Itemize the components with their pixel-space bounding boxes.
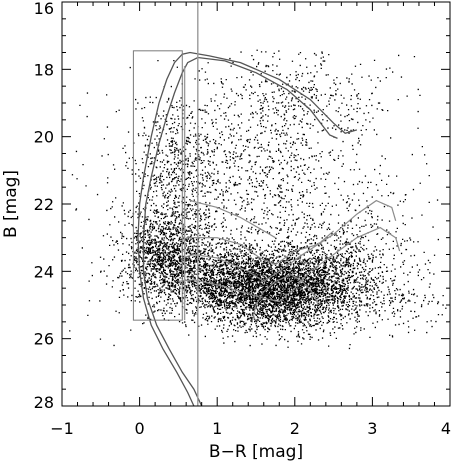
- y-tick-labels: 16 18 20 22 24 26 28: [34, 0, 54, 412]
- y-tick-label: 20: [34, 128, 54, 147]
- isochrone-line-5: [186, 230, 334, 266]
- x-tick-labels: −1 0 1 2 3 4: [50, 419, 451, 438]
- y-tick-label: 22: [34, 195, 54, 214]
- isochrone-line-1: [137, 51, 358, 407]
- isochrone-line-4: [182, 199, 397, 283]
- x-tick-label: −1: [50, 419, 74, 438]
- axis-ticks: [61, 1, 451, 407]
- isochrone-line-2: [142, 56, 338, 407]
- isochrone-line-7: [189, 200, 276, 239]
- selection-boxes: [132, 2, 199, 406]
- x-tick-label: 0: [135, 419, 145, 438]
- point-cloud: [69, 49, 447, 350]
- y-tick-label: 18: [34, 60, 54, 79]
- x-axis-label: B−R [mag]: [209, 442, 303, 462]
- isochrone-overlay: [137, 51, 401, 407]
- isochrone-line-3: [178, 226, 401, 303]
- y-tick-label: 24: [34, 262, 54, 281]
- y-tick-label: 28: [34, 393, 54, 412]
- x-tick-label: 3: [367, 419, 377, 438]
- x-tick-label: 2: [290, 419, 300, 438]
- data-points: [69, 49, 447, 350]
- x-tick-label: 4: [441, 419, 451, 438]
- x-tick-label: 1: [212, 419, 222, 438]
- selection-box-1: [132, 50, 183, 321]
- y-tick-label: 16: [34, 0, 54, 18]
- y-tick-label: 26: [34, 330, 54, 349]
- plot-frame: [61, 1, 451, 407]
- y-axis-label: B [mag]: [1, 170, 21, 238]
- plot-area: [61, 1, 451, 407]
- isochrone-line-6: [251, 274, 319, 322]
